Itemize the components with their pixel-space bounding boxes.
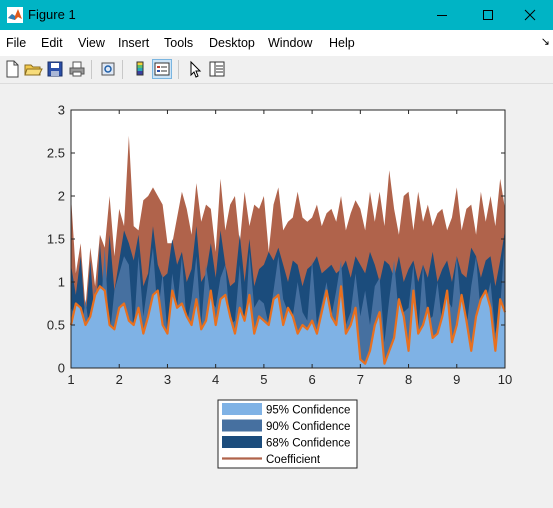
y-tick-label: 1.5 — [47, 232, 65, 247]
close-button[interactable] — [507, 0, 553, 30]
x-tick-label: 9 — [453, 372, 460, 387]
toolbar-separator — [122, 60, 123, 79]
close-icon — [524, 9, 536, 21]
menu-insert[interactable]: Insert — [118, 36, 150, 50]
maximize-icon — [483, 10, 493, 20]
y-tick-label: 0 — [58, 361, 65, 376]
menu-bar: File Edit View Insert Tools Desktop Wind… — [0, 30, 553, 56]
save-icon — [47, 61, 63, 77]
edit-plot-button[interactable] — [185, 59, 205, 79]
menu-edit[interactable]: Edit — [41, 36, 63, 50]
x-axis: 1 2 3 4 5 6 7 8 9 10 — [67, 110, 512, 387]
y-tick-label: 3 — [58, 103, 65, 118]
y-axis: 0 0.5 1 1.5 2 2.5 3 — [47, 103, 505, 376]
maximize-button[interactable] — [465, 0, 511, 30]
figure-canvas: 1 2 3 4 5 6 7 8 9 10 0 0.5 1 1.5 2 2.5 3 95% Confidence… — [0, 84, 553, 503]
print-preview-icon — [101, 62, 115, 76]
y-tick-label: 1 — [58, 275, 65, 290]
minimize-button[interactable] — [419, 0, 465, 30]
legend[interactable]: 95% Confidence 90% Confidence 68% Confiden… — [217, 399, 358, 469]
coefficient-line — [69, 285, 507, 365]
x-tick-label: 1 — [67, 372, 74, 387]
insert-legend-button[interactable] — [152, 59, 172, 79]
new-figure-icon — [6, 60, 19, 78]
menu-tools[interactable]: Tools — [164, 36, 194, 50]
dock-figure-icon[interactable]: ↘ — [540, 36, 550, 48]
chart-svg: 1 2 3 4 5 6 7 8 9 10 0 0.5 1 1.5 2 2.5 3 95% Confidence… — [47, 103, 512, 469]
legend-entry-label: Coefficient — [266, 454, 321, 466]
window-title: Figure 1 — [28, 7, 76, 22]
x-tick-label: 2 — [116, 372, 123, 387]
y-tick-label: 2.5 — [47, 146, 65, 161]
property-inspector-icon — [209, 61, 225, 77]
menu-desktop[interactable]: Desktop — [209, 36, 255, 50]
property-inspector-button[interactable] — [207, 59, 227, 79]
toolbar-separator — [91, 60, 92, 79]
coefficient-series — [69, 285, 507, 365]
colorbar-icon — [136, 61, 144, 76]
menu-view[interactable]: View — [78, 36, 105, 50]
x-tick-label: 7 — [357, 372, 364, 387]
toolbar-separator — [178, 60, 179, 79]
save-button[interactable] — [45, 59, 65, 79]
legend-icon — [154, 62, 170, 76]
x-tick-label: 4 — [212, 372, 219, 387]
menu-window[interactable]: Window — [268, 36, 313, 50]
insert-colorbar-button[interactable] — [130, 59, 150, 79]
legend-entry-label: 68% Confidence — [266, 438, 350, 450]
legend-swatch — [222, 436, 262, 448]
new-figure-button[interactable] — [2, 59, 22, 79]
menu-help[interactable]: Help — [329, 36, 355, 50]
print-preview-button[interactable] — [98, 59, 118, 79]
x-tick-label: 8 — [405, 372, 412, 387]
x-tick-label: 3 — [164, 372, 171, 387]
x-tick-label: 6 — [308, 372, 315, 387]
x-tick-label: 5 — [260, 372, 267, 387]
title-bar: Figure 1 — [0, 0, 553, 30]
open-file-button[interactable] — [23, 59, 43, 79]
legend-swatch — [222, 403, 262, 415]
print-icon — [69, 61, 85, 77]
y-tick-label: 0.5 — [47, 318, 65, 333]
minimize-icon — [437, 15, 447, 16]
x-tick-label: 10 — [498, 372, 512, 387]
legend-entry-label: 95% Confidence — [266, 405, 350, 417]
print-button[interactable] — [67, 59, 87, 79]
menu-file[interactable]: File — [6, 36, 27, 50]
open-file-icon — [24, 64, 43, 76]
matlab-logo-icon — [7, 7, 23, 23]
figure-toolbar — [0, 56, 553, 84]
pointer-icon — [190, 60, 202, 78]
legend-entry-label: 90% Confidence — [266, 421, 350, 433]
y-tick-label: 2 — [58, 189, 65, 204]
legend-swatch — [222, 419, 262, 432]
